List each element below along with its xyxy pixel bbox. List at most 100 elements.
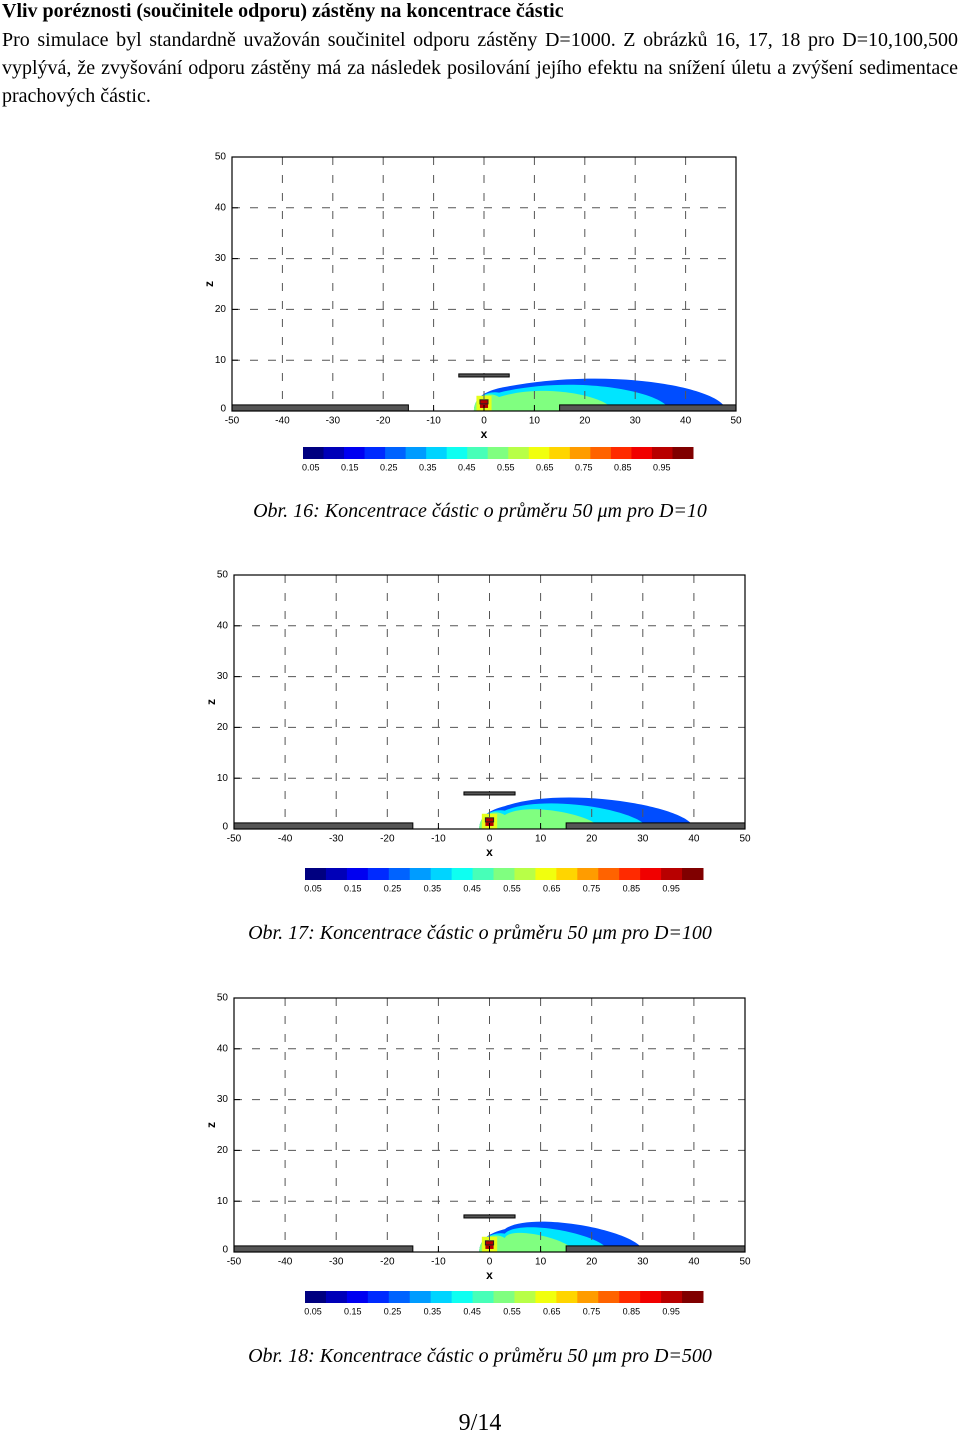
- plot-frame: [233, 997, 746, 1253]
- ground: [233, 1245, 414, 1253]
- x-axis-label: x: [481, 427, 488, 441]
- x-tick-label: -10: [431, 834, 446, 845]
- source: [479, 399, 489, 405]
- x-tick-label: 50: [739, 834, 751, 845]
- colorbar-label: 0.15: [344, 1306, 362, 1316]
- colorbar-swatch: [385, 447, 407, 459]
- y-tick-label: 0: [222, 1245, 228, 1256]
- colorbar-label: 0.35: [419, 462, 437, 472]
- x-tick-label: -20: [376, 416, 391, 427]
- x-tick-label: 40: [688, 834, 700, 845]
- plot-frame: [231, 156, 737, 412]
- colorbar-label: 0.65: [536, 462, 554, 472]
- paragraph: Pro simulace byl standardně uvažován sou…: [2, 29, 958, 107]
- x-tick-label: 10: [535, 834, 547, 845]
- ground: [565, 822, 746, 830]
- colorbar-swatch: [569, 447, 591, 459]
- colorbar-swatch: [661, 1291, 683, 1303]
- colorbar-swatch: [619, 868, 641, 880]
- screen: [463, 1214, 516, 1219]
- x-tick-label: 50: [730, 416, 742, 427]
- ground: [231, 404, 409, 412]
- colorbar-swatch: [672, 447, 694, 459]
- x-tick-label: 10: [535, 1257, 547, 1268]
- x-tick-label: 20: [586, 1257, 598, 1268]
- x-tick-label: -30: [329, 834, 344, 845]
- colorbar-swatch: [430, 868, 453, 880]
- colorbar-label: 0.95: [662, 1306, 680, 1316]
- colorbar-label: 0.85: [623, 1306, 641, 1316]
- caption: Obr. 16: Koncentrace částic o průměru 50…: [253, 500, 707, 522]
- y-tick-label: 10: [217, 1196, 229, 1207]
- colorbar-label: 0.75: [575, 462, 593, 472]
- colorbar-label: 0.85: [623, 883, 641, 893]
- colorbar-label: 0.05: [304, 883, 322, 893]
- y-tick-label: 40: [217, 1043, 229, 1054]
- colorbar-label: 0.45: [463, 883, 481, 893]
- y-tick-label: 0: [220, 404, 226, 415]
- heading: Vliv poréznosti (součinitele odporu) zás…: [2, 0, 564, 22]
- x-tick-label: 10: [529, 416, 541, 427]
- colorbar-swatch: [303, 447, 325, 459]
- x-tick-label: -40: [278, 834, 293, 845]
- source: [484, 817, 495, 823]
- colorbar-label: 0.55: [503, 883, 521, 893]
- colorbar-swatch: [446, 447, 468, 459]
- colorbar-swatch: [388, 868, 411, 880]
- colorbar-swatch: [556, 1291, 578, 1303]
- colorbar-swatch: [682, 1291, 704, 1303]
- colorbar-label: 0.25: [384, 1306, 402, 1316]
- colorbar-swatch: [388, 1291, 411, 1303]
- y-tick-label: 30: [217, 671, 229, 682]
- colorbar-swatch: [535, 868, 557, 880]
- page-number: 9/14: [458, 1410, 502, 1436]
- colorbar-swatch: [344, 447, 366, 459]
- x-tick-label: 40: [680, 416, 692, 427]
- x-tick-label: -50: [225, 416, 240, 427]
- x-tick-label: -10: [426, 416, 441, 427]
- colorbar-swatch: [514, 1291, 536, 1303]
- plot-frame: [233, 574, 746, 830]
- x-tick-label: 40: [688, 1257, 700, 1268]
- screen: [463, 791, 516, 796]
- x-axis-label: x: [486, 1268, 493, 1282]
- colorbar-swatch: [661, 868, 683, 880]
- colorbar-label: 0.45: [463, 1306, 481, 1316]
- colorbar-label: 0.25: [384, 883, 402, 893]
- ground: [233, 822, 414, 830]
- x-tick-label: -50: [227, 834, 242, 845]
- ground: [559, 404, 737, 412]
- colorbar-label: 0.15: [341, 462, 359, 472]
- colorbar-swatch: [325, 1291, 348, 1303]
- x-tick-label: 20: [586, 834, 598, 845]
- colorbar-swatch: [305, 1291, 327, 1303]
- y-tick-label: 50: [217, 993, 229, 1004]
- colorbar-label: 0.35: [424, 1306, 442, 1316]
- colorbar-swatch: [367, 868, 390, 880]
- colorbar-swatch: [640, 1291, 662, 1303]
- colorbar-swatch: [514, 868, 536, 880]
- colorbar-label: 0.55: [497, 462, 515, 472]
- colorbar-swatch: [590, 447, 612, 459]
- x-tick-label: -30: [329, 1257, 344, 1268]
- colorbar-swatch: [467, 447, 489, 459]
- figure: -50 -40 -30 -20 -10 0 10 20 30 40 50 0 10 20 30 40 50 x z 0…: [204, 993, 751, 1317]
- colorbar-swatch: [346, 1291, 369, 1303]
- colorbar-label: 0.75: [583, 1306, 601, 1316]
- y-tick-label: 50: [217, 570, 229, 581]
- colorbar-swatch: [598, 1291, 620, 1303]
- x-tick-label: -10: [431, 1257, 446, 1268]
- caption: Obr. 18: Koncentrace částic o průměru 50…: [248, 1345, 712, 1367]
- colorbar-label: 0.75: [583, 883, 601, 893]
- colorbar-swatch: [528, 447, 550, 459]
- colorbar-swatch: [405, 447, 427, 459]
- x-tick-label: -20: [380, 834, 395, 845]
- colorbar-swatch: [577, 868, 599, 880]
- colorbar-swatch: [549, 447, 571, 459]
- colorbar-swatch: [610, 447, 632, 459]
- colorbar-swatch: [598, 868, 620, 880]
- x-tick-label: -40: [278, 1257, 293, 1268]
- colorbar-swatch: [426, 447, 448, 459]
- colorbar-swatch: [631, 447, 653, 459]
- x-tick-label: 20: [579, 416, 591, 427]
